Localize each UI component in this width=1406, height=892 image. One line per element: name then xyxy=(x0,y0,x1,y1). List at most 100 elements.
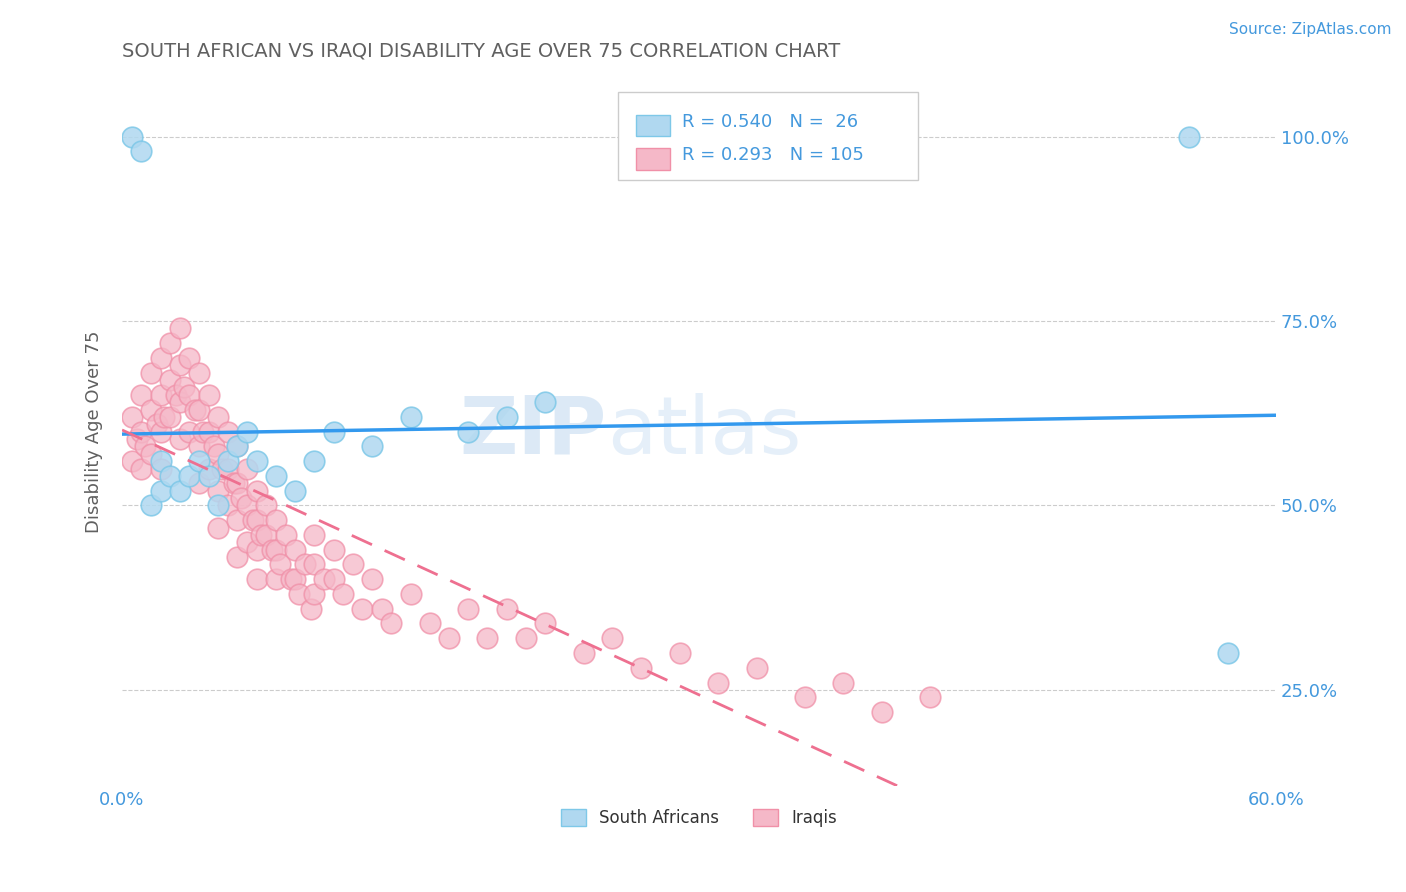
Point xyxy=(246,454,269,468)
FancyBboxPatch shape xyxy=(619,92,918,180)
Point xyxy=(457,601,479,615)
Point xyxy=(139,366,162,380)
Point xyxy=(312,572,335,586)
Point xyxy=(264,469,287,483)
Point xyxy=(149,454,172,468)
Point xyxy=(918,690,941,705)
Point xyxy=(139,402,162,417)
Point xyxy=(134,439,156,453)
Point xyxy=(179,469,201,483)
Point xyxy=(495,409,517,424)
Point xyxy=(207,483,229,498)
Point xyxy=(602,632,624,646)
Point xyxy=(197,388,219,402)
Point xyxy=(254,499,277,513)
Point xyxy=(457,425,479,439)
Point xyxy=(149,388,172,402)
Point xyxy=(832,675,855,690)
Point xyxy=(380,616,402,631)
Y-axis label: Disability Age Over 75: Disability Age Over 75 xyxy=(86,330,103,533)
FancyBboxPatch shape xyxy=(636,115,671,136)
Point xyxy=(159,469,181,483)
Point xyxy=(121,129,143,144)
Point xyxy=(197,461,219,475)
Point xyxy=(236,499,259,513)
Point xyxy=(399,409,422,424)
Point xyxy=(173,380,195,394)
Point xyxy=(269,558,291,572)
Point xyxy=(299,601,322,615)
Point xyxy=(361,572,384,586)
Point xyxy=(242,513,264,527)
Point xyxy=(226,513,249,527)
Point xyxy=(127,432,149,446)
Point xyxy=(1216,646,1239,660)
Point xyxy=(534,395,557,409)
Point xyxy=(197,469,219,483)
Point xyxy=(280,572,302,586)
Point xyxy=(217,425,239,439)
Point xyxy=(129,461,152,475)
Point xyxy=(249,528,271,542)
Point xyxy=(294,558,316,572)
Point xyxy=(264,542,287,557)
Point xyxy=(179,388,201,402)
Point xyxy=(304,587,326,601)
Point xyxy=(264,513,287,527)
Point xyxy=(188,476,211,491)
Point xyxy=(284,572,307,586)
Text: ZIP: ZIP xyxy=(460,392,607,471)
Point xyxy=(254,528,277,542)
Point xyxy=(169,321,191,335)
Point xyxy=(149,351,172,365)
Point xyxy=(211,461,233,475)
Point xyxy=(322,542,344,557)
Point xyxy=(231,491,253,505)
Point xyxy=(274,528,297,542)
Point xyxy=(236,535,259,549)
Point xyxy=(129,145,152,159)
Point xyxy=(1178,129,1201,144)
Point xyxy=(284,483,307,498)
Point xyxy=(139,499,162,513)
Point xyxy=(793,690,815,705)
Point xyxy=(169,432,191,446)
Point xyxy=(534,616,557,631)
Point xyxy=(121,409,143,424)
Point xyxy=(572,646,595,660)
Point xyxy=(169,395,191,409)
Point xyxy=(437,632,460,646)
Point xyxy=(226,476,249,491)
Point xyxy=(304,558,326,572)
Point xyxy=(870,705,893,719)
Point xyxy=(159,336,181,351)
Point xyxy=(745,661,768,675)
Point xyxy=(630,661,652,675)
Point xyxy=(246,513,269,527)
Point xyxy=(202,439,225,453)
Point xyxy=(304,454,326,468)
Point xyxy=(207,447,229,461)
Point xyxy=(707,675,730,690)
Point xyxy=(515,632,537,646)
Point xyxy=(188,366,211,380)
Point xyxy=(370,601,392,615)
Point xyxy=(342,558,364,572)
Point xyxy=(288,587,311,601)
Point xyxy=(226,439,249,453)
Point xyxy=(477,632,499,646)
Point xyxy=(217,499,239,513)
Point xyxy=(222,476,245,491)
Point xyxy=(159,373,181,387)
Point xyxy=(179,351,201,365)
Text: atlas: atlas xyxy=(607,392,801,471)
Point xyxy=(246,572,269,586)
Text: R = 0.540   N =  26: R = 0.540 N = 26 xyxy=(682,113,858,131)
Point xyxy=(197,425,219,439)
Point xyxy=(165,388,187,402)
Point xyxy=(284,542,307,557)
Point xyxy=(159,409,181,424)
Point xyxy=(322,572,344,586)
Text: SOUTH AFRICAN VS IRAQI DISABILITY AGE OVER 75 CORRELATION CHART: SOUTH AFRICAN VS IRAQI DISABILITY AGE OV… xyxy=(122,42,841,61)
Point xyxy=(332,587,354,601)
